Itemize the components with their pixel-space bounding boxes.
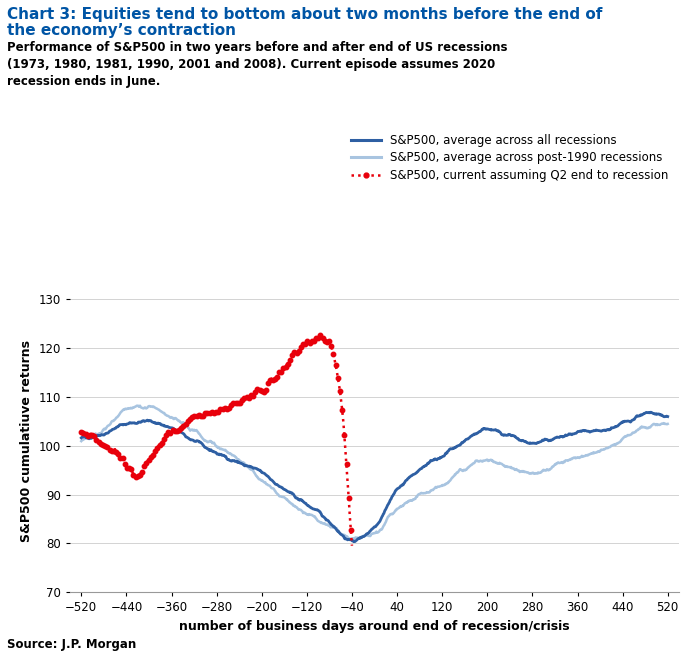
- Text: the economy’s contraction: the economy’s contraction: [7, 23, 236, 38]
- X-axis label: number of business days around end of recession/crisis: number of business days around end of re…: [179, 620, 570, 633]
- Text: Source: J.P. Morgan: Source: J.P. Morgan: [7, 638, 136, 651]
- Legend: S&P500, average across all recessions, S&P500, average across post-1990 recessio: S&P500, average across all recessions, S…: [346, 129, 673, 187]
- Y-axis label: S&P500 cumulatiuve returns: S&P500 cumulatiuve returns: [20, 340, 33, 542]
- Text: Chart 3: Equities tend to bottom about two months before the end of: Chart 3: Equities tend to bottom about t…: [7, 7, 603, 22]
- Text: Performance of S&P500 in two years before and after end of US recessions
(1973, : Performance of S&P500 in two years befor…: [7, 41, 508, 88]
